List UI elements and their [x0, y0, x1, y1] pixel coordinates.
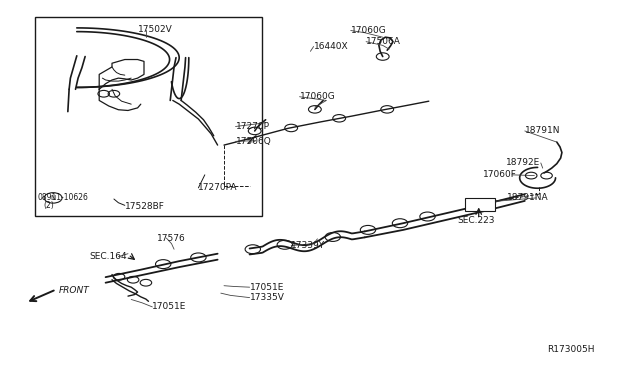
- Text: 17339Y: 17339Y: [291, 241, 325, 250]
- Text: 17506A: 17506A: [366, 37, 401, 46]
- Text: 17270P: 17270P: [236, 122, 269, 131]
- Text: 17051E: 17051E: [152, 302, 187, 311]
- Text: 17528BF: 17528BF: [125, 202, 164, 211]
- Text: SEC.164: SEC.164: [90, 252, 127, 261]
- Text: 16440X: 16440X: [314, 42, 348, 51]
- FancyBboxPatch shape: [465, 198, 495, 211]
- Text: 17502V: 17502V: [138, 25, 172, 34]
- Text: 17051E: 17051E: [250, 283, 284, 292]
- Text: 18791NA: 18791NA: [507, 193, 548, 202]
- Text: 17060F: 17060F: [483, 170, 517, 179]
- Text: 18792E: 18792E: [506, 158, 540, 167]
- Text: R173005H: R173005H: [547, 345, 595, 354]
- Text: 18791N: 18791N: [525, 126, 560, 135]
- Text: SEC.223: SEC.223: [458, 216, 495, 225]
- Text: FRONT: FRONT: [59, 286, 90, 295]
- Text: 08911-10626: 08911-10626: [37, 193, 88, 202]
- Text: (2): (2): [44, 201, 54, 210]
- Text: 17060G: 17060G: [300, 92, 335, 101]
- Text: N: N: [51, 195, 56, 201]
- Text: 17506Q: 17506Q: [236, 137, 271, 146]
- Bar: [35, 17, 262, 216]
- Text: 17060G: 17060G: [351, 26, 387, 35]
- Text: 17270PA: 17270PA: [198, 183, 238, 192]
- Text: 17576: 17576: [157, 234, 186, 243]
- Text: 17335V: 17335V: [250, 293, 284, 302]
